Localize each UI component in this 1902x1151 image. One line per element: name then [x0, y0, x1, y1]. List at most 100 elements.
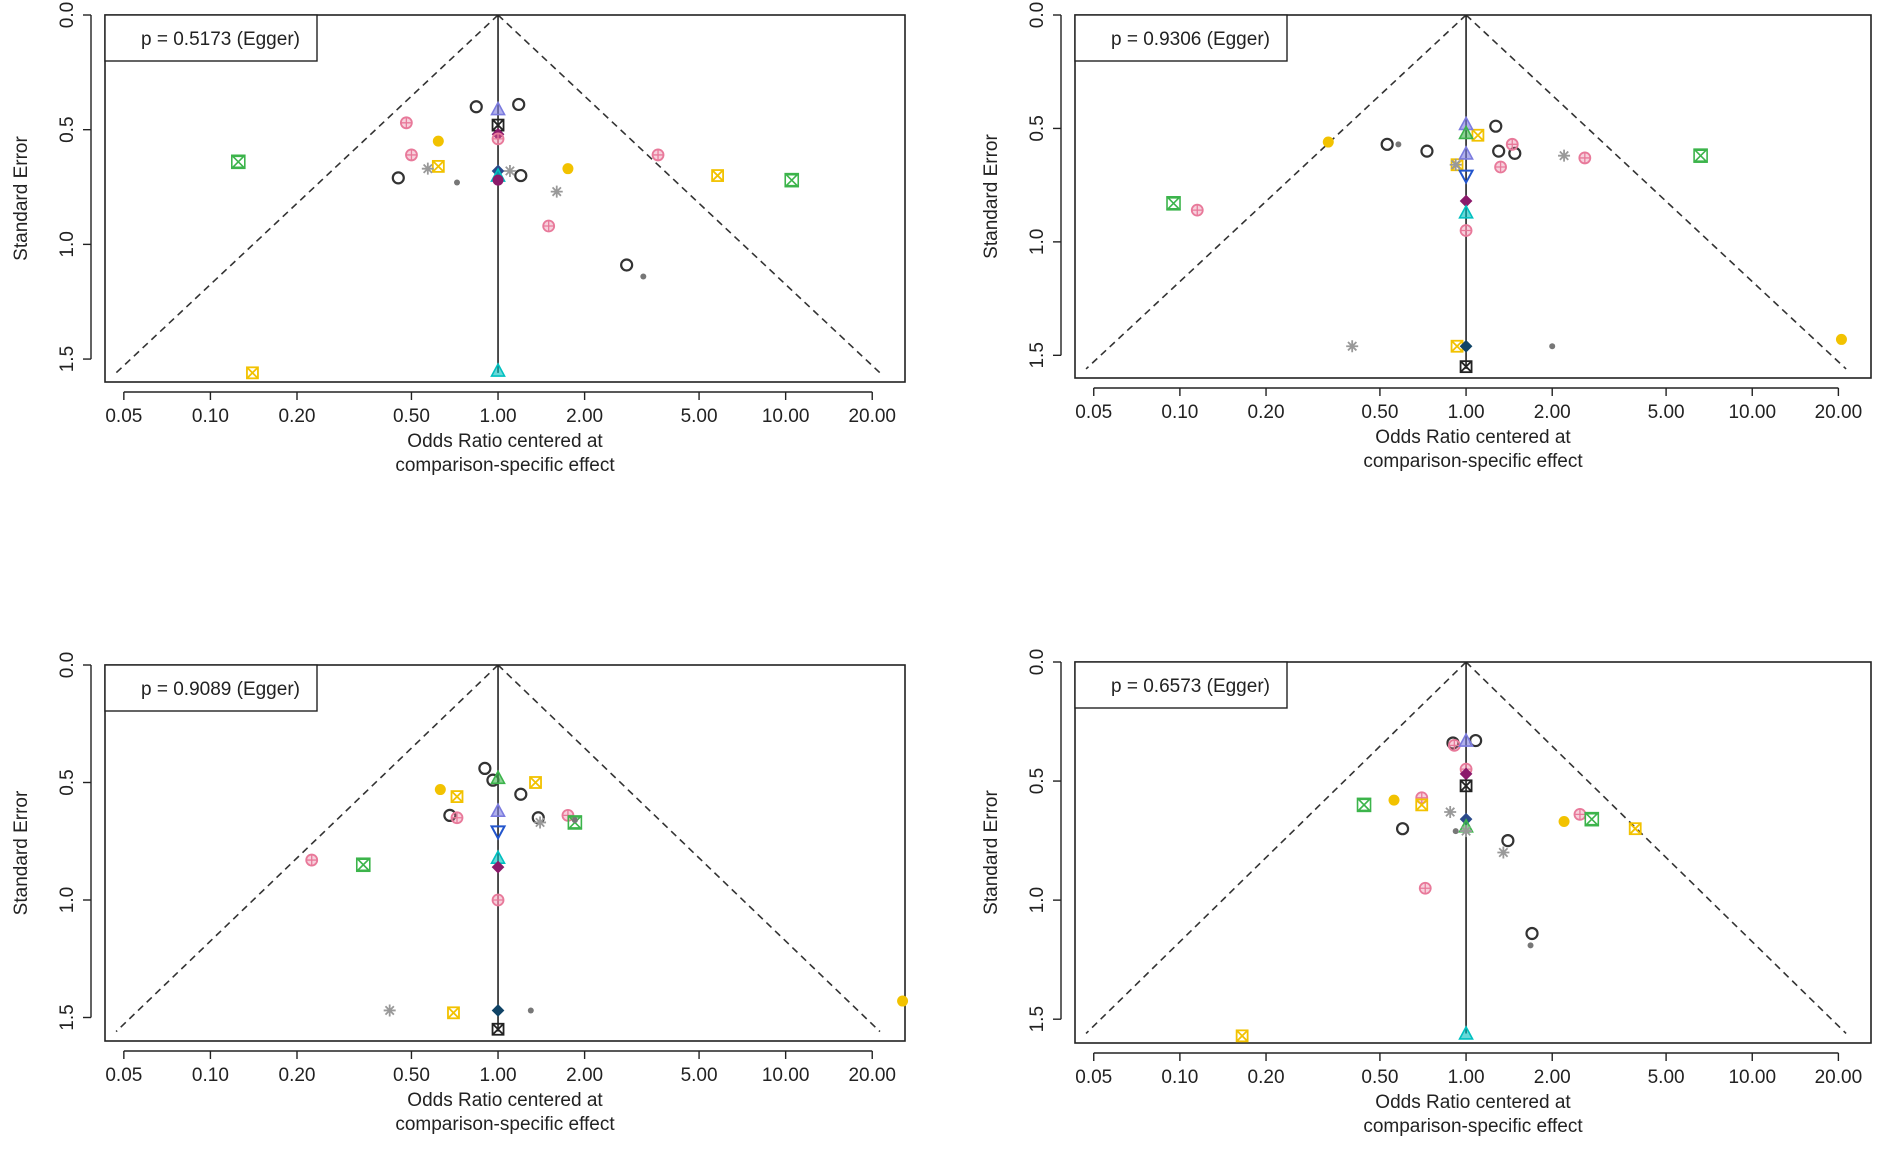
data-point [897, 995, 909, 1007]
data-point [1346, 340, 1359, 353]
data-point [1190, 203, 1204, 217]
y-tick-label: 1.0 [57, 887, 78, 913]
data-point [1447, 738, 1461, 752]
x-tick-label: 0.50 [393, 406, 430, 427]
data-point [711, 169, 725, 182]
egger-p-value: p = 0.5173 (Egger) [141, 29, 300, 50]
data-point [491, 1022, 505, 1036]
data-point [443, 808, 457, 823]
egger-legend-box [1074, 14, 1288, 62]
x-tick-label: 0.05 [1075, 1067, 1112, 1088]
data-point [784, 172, 800, 188]
y-tick-label: 1.0 [1027, 229, 1048, 255]
data-point [491, 893, 505, 907]
data-point [1505, 137, 1519, 151]
data-point [1395, 822, 1410, 836]
data-point [1235, 1029, 1249, 1043]
x-tick-label: 0.10 [192, 1065, 229, 1086]
data-point [1459, 339, 1473, 353]
x-tick-label: 10.00 [762, 1065, 810, 1086]
y-tick-label: 1.0 [1027, 887, 1048, 913]
x-tick-label: 0.50 [1361, 1067, 1398, 1088]
data-point [490, 100, 506, 116]
egger-p-value: p = 0.9306 (Egger) [1111, 29, 1270, 50]
x-tick-label: 10.00 [1728, 1067, 1776, 1088]
data-point [1558, 816, 1570, 828]
data-point [431, 159, 445, 173]
x-tick-label: 2.00 [1534, 1067, 1571, 1088]
y-axis-title: Standard Error [981, 790, 1002, 915]
data-point [1558, 149, 1571, 162]
y-tick-label: 0.0 [1027, 649, 1048, 675]
funnel-right-limit [497, 14, 881, 374]
y-tick-label: 1.5 [1027, 1006, 1048, 1032]
data-point [620, 258, 634, 272]
x-tick-label: 5.00 [1648, 402, 1685, 423]
data-point [1415, 791, 1429, 805]
x-axis-title-line2: comparison-specific effect [395, 455, 615, 476]
data-point [1492, 144, 1506, 158]
x-tick-label: 1.00 [1448, 1067, 1485, 1088]
x-tick-label: 0.10 [1161, 402, 1198, 423]
x-tick-label: 0.05 [105, 1065, 142, 1086]
data-point [1471, 128, 1485, 142]
y-tick-label: 1.5 [1027, 342, 1048, 368]
x-tick-label: 0.10 [1161, 1067, 1198, 1088]
funnel-plot-panel-bottom-right: p = 0.6573 (Egger) 0.05 0.10 0.20 0.50 1.00 2.… [981, 649, 1872, 1137]
data-point [1420, 144, 1434, 158]
data-point [1628, 822, 1642, 836]
x-tick-label: 20.00 [848, 1065, 896, 1086]
egger-p-value: p = 0.6573 (Egger) [1111, 676, 1270, 697]
funnel-left-limit [1085, 14, 1467, 370]
data-point [1525, 926, 1539, 941]
data-point [651, 148, 665, 162]
data-point [490, 362, 506, 377]
data-point [469, 100, 483, 114]
data-point [542, 219, 556, 233]
data-point [1459, 360, 1473, 374]
x-axis-title: Odds Ratio centered at [1375, 1092, 1571, 1113]
x-axis-title-line2: comparison-specific effect [1363, 1116, 1583, 1137]
y-tick-label: 1.5 [57, 1004, 78, 1030]
data-point [1527, 942, 1534, 949]
x-tick-label: 0.50 [1361, 402, 1398, 423]
data-point [527, 1007, 534, 1014]
x-tick-label: 1.00 [480, 406, 517, 427]
x-tick-label: 0.20 [279, 1065, 316, 1086]
x-tick-label: 5.00 [1648, 1067, 1685, 1088]
plot-frame [1074, 14, 1872, 379]
data-point [1459, 767, 1473, 781]
data-point [550, 185, 563, 198]
plot-frame [104, 14, 906, 383]
funnel-right-limit [1465, 661, 1847, 1035]
data-point [1497, 846, 1510, 859]
egger-legend-box [1074, 661, 1288, 709]
data-point [1460, 825, 1473, 838]
x-tick-label: 5.00 [681, 406, 718, 427]
data-point [529, 776, 542, 789]
data-point [1458, 732, 1474, 747]
data-point [1458, 124, 1474, 140]
data-point [1395, 141, 1402, 148]
funnel-plot-panel-top-left: p = 0.5173 (Egger) 0.05 0.10 0.20 0.50 1.00 2.… [11, 2, 906, 476]
data-point [1388, 794, 1400, 806]
data-point [1415, 798, 1429, 812]
data-point [1458, 204, 1474, 219]
data-point [230, 154, 246, 170]
y-tick-label: 1.0 [57, 231, 78, 257]
data-point [491, 132, 505, 146]
x-tick-label: 20.00 [848, 406, 896, 427]
data-point [1444, 806, 1457, 819]
data-point [640, 273, 647, 280]
data-point [1457, 169, 1475, 185]
data-point [503, 164, 516, 177]
funnel-left-limit [115, 14, 499, 374]
data-point [1494, 160, 1507, 174]
y-tick-label: 0.5 [57, 769, 78, 795]
data-point [1458, 145, 1474, 160]
x-tick-label: 0.20 [1248, 402, 1285, 423]
data-point [1380, 137, 1394, 151]
data-point [1166, 196, 1181, 211]
x-tick-label: 20.00 [1815, 1067, 1863, 1088]
funnel-plot-panel-bottom-left: p = 0.9089 (Egger) 0.05 0.10 0.20 0.50 1.00 2.… [11, 652, 909, 1135]
